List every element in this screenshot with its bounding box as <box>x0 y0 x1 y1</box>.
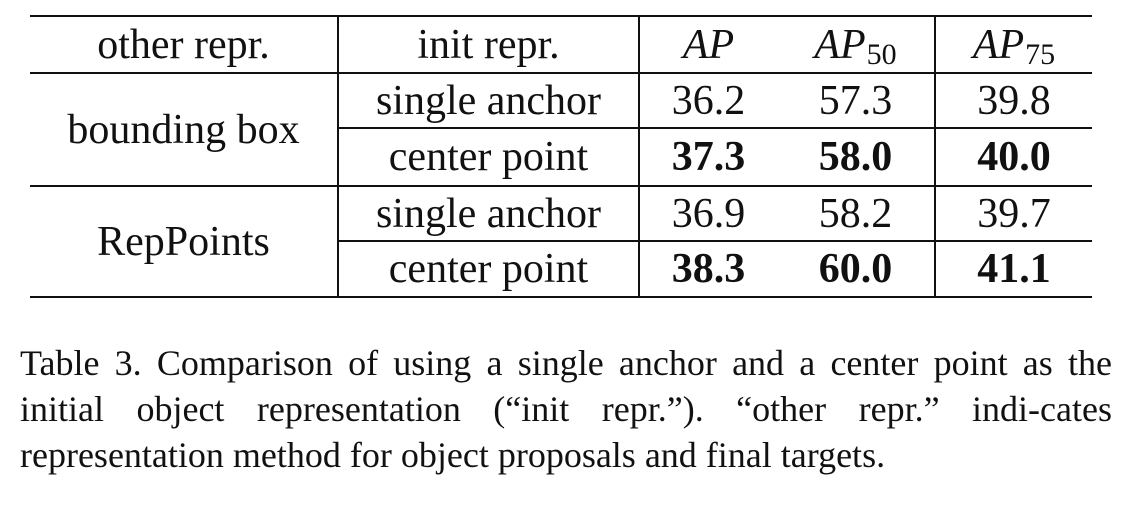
row-ap75-value: 39.7 <box>977 190 1051 237</box>
row-ap-value: 36.2 <box>671 77 746 124</box>
header-ap50-main: AP <box>814 21 866 68</box>
header-ap75-main: AP <box>972 21 1025 68</box>
results-table: other repr. init repr. AP AP 50 AP 75 boun… <box>30 15 1092 298</box>
header-ap: AP <box>682 21 735 68</box>
header-ap50: AP 50 <box>777 17 934 72</box>
header-other-repr: other repr. <box>97 21 270 68</box>
row-init-repr: single anchor <box>375 77 602 124</box>
row-ap-value: 37.3 <box>671 134 746 180</box>
row-ap75-value: 40.0 <box>977 134 1051 180</box>
row-ap75-value: 41.1 <box>977 246 1051 292</box>
row-ap-value: 38.3 <box>671 246 746 292</box>
table-col-rule <box>337 15 339 298</box>
table-caption: Table 3. Comparison of using a single an… <box>20 343 1112 475</box>
header-ap75: AP 75 <box>936 17 1092 72</box>
row-ap50-value: 57.3 <box>818 77 893 124</box>
group-label-bounding-box: bounding box <box>67 106 300 153</box>
table-row-rule <box>337 240 1092 242</box>
row-ap50-value: 58.2 <box>818 190 893 237</box>
header-ap75-sub: 75 <box>1025 37 1056 71</box>
table-col-rule <box>638 15 640 298</box>
header-ap50-sub: 50 <box>866 37 897 71</box>
row-init-repr: single anchor <box>375 190 602 237</box>
row-ap50-value: 58.0 <box>818 134 893 180</box>
table-group-rule <box>30 185 1092 187</box>
group-label-reppoints: RepPoints <box>97 218 270 265</box>
row-ap75-value: 39.8 <box>977 77 1051 124</box>
table-top-rule <box>30 15 1092 17</box>
row-ap50-value: 60.0 <box>818 246 893 292</box>
header-init-repr: init repr. <box>417 21 560 68</box>
row-ap-value: 36.9 <box>671 190 746 237</box>
row-init-repr: center point <box>388 134 589 180</box>
row-init-repr: center point <box>388 246 589 292</box>
table-col-rule <box>934 15 936 298</box>
table-row-rule <box>337 127 1092 129</box>
table-header-rule <box>30 72 1092 74</box>
table-bottom-rule <box>30 296 1092 298</box>
